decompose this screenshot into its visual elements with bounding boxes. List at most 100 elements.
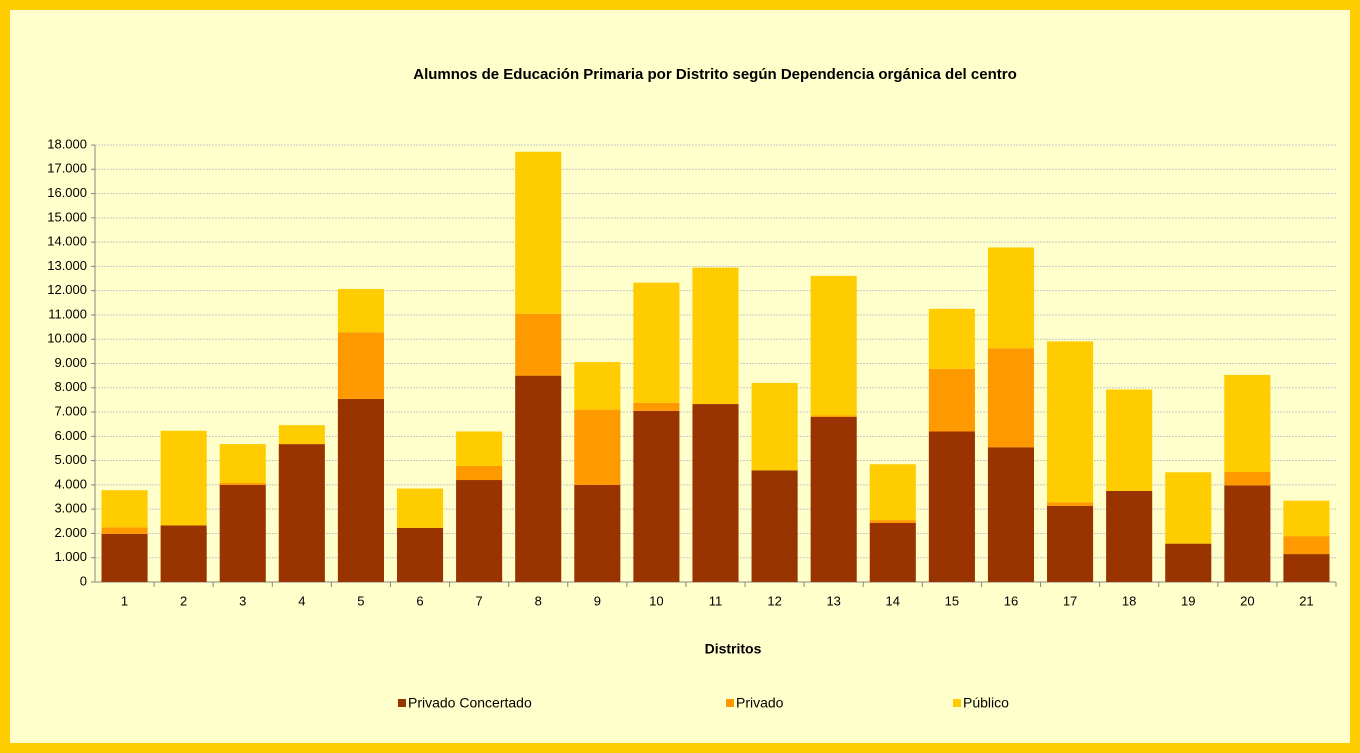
bar-segment: [278, 444, 325, 582]
bar-segment: [692, 267, 739, 405]
x-tick-label: 11: [709, 593, 723, 608]
y-tick-label: 14.000: [47, 234, 87, 249]
x-axis-title: Distritos: [705, 641, 762, 657]
bar-segment: [515, 151, 562, 314]
y-tick-label: 12.000: [47, 282, 87, 297]
bar-segment: [633, 410, 680, 582]
y-tick-label: 16.000: [47, 185, 87, 200]
bar-segment: [160, 430, 207, 526]
bar-segment: [160, 525, 207, 582]
y-tick-label: 15.000: [47, 209, 87, 224]
bar-segment: [1047, 502, 1094, 507]
bar-segment: [1106, 490, 1153, 582]
bar-segment: [515, 375, 562, 582]
x-tick-label: 21: [1299, 593, 1313, 608]
y-tick-label: 7.000: [54, 403, 87, 418]
x-tick-label: 10: [649, 593, 663, 608]
bar-segment: [219, 482, 266, 485]
bar-segment: [396, 488, 444, 528]
bar-segment: [1165, 472, 1212, 544]
bar-segment: [810, 415, 857, 417]
legend-swatch: [398, 699, 406, 707]
bar-segment: [337, 332, 384, 399]
chart-title: Alumnos de Educación Primaria por Distri…: [413, 66, 1016, 83]
bar-segment: [1106, 389, 1153, 491]
bar-segment: [928, 431, 975, 582]
bar-segment: [219, 444, 266, 483]
bar-segment: [337, 398, 384, 582]
bar-segment: [574, 409, 621, 485]
x-tick-label: 12: [767, 593, 781, 608]
bar-segment: [574, 484, 621, 582]
bar-segment: [928, 368, 975, 432]
bar-segment: [1165, 543, 1212, 582]
bar-segment: [692, 404, 739, 582]
bar-segment: [633, 402, 680, 411]
bar-segment: [810, 275, 857, 416]
x-tick-label: 4: [298, 593, 305, 608]
bar-segment: [1283, 554, 1330, 582]
bar-segment: [1047, 506, 1094, 582]
bar-segment: [396, 527, 444, 582]
x-tick-label: 2: [180, 593, 187, 608]
bar-segment: [869, 523, 916, 582]
bar-segment: [1283, 536, 1330, 555]
bar-segment: [574, 362, 621, 410]
y-tick-label: 3.000: [54, 501, 87, 516]
bar-segment: [337, 288, 384, 333]
y-tick-label: 0: [80, 573, 87, 588]
x-tick-label: 16: [1004, 593, 1018, 608]
x-tick-label: 7: [476, 593, 483, 608]
y-tick-label: 4.000: [54, 476, 87, 491]
x-tick-label: 19: [1181, 593, 1195, 608]
legend-swatch: [953, 699, 961, 707]
x-tick-label: 9: [594, 593, 601, 608]
bar-segment: [1224, 374, 1271, 473]
y-tick-label: 2.000: [54, 525, 87, 540]
x-tick-label: 15: [945, 593, 959, 608]
x-tick-label: 6: [416, 593, 423, 608]
bar-segment: [219, 484, 266, 582]
y-tick-label: 17.000: [47, 161, 87, 176]
bar-segment: [751, 470, 798, 582]
bar-segment: [987, 348, 1035, 448]
bar-segment: [456, 465, 503, 481]
bar-segment: [928, 308, 975, 369]
x-tick-label: 17: [1063, 593, 1077, 608]
y-tick-label: 13.000: [47, 258, 87, 273]
y-tick-label: 8.000: [54, 379, 87, 394]
bar-segment: [810, 416, 857, 582]
bar-segment: [869, 520, 916, 524]
bar-segment: [101, 533, 148, 582]
bar-segment: [987, 247, 1035, 349]
bar-segment: [101, 490, 148, 528]
legend-label: Privado: [736, 695, 784, 711]
bar-segment: [278, 425, 325, 445]
y-tick-label: 9.000: [54, 355, 87, 370]
bar-segment: [1224, 472, 1271, 486]
bar-segment: [456, 480, 503, 582]
x-tick-label: 20: [1240, 593, 1254, 608]
y-tick-label: 11.000: [48, 306, 87, 321]
y-tick-label: 6.000: [54, 428, 87, 443]
legend-label: Privado Concertado: [408, 695, 532, 711]
y-tick-label: 5.000: [54, 452, 87, 467]
bar-segment: [101, 527, 148, 534]
x-tick-label: 1: [121, 593, 128, 608]
y-tick-label: 18.000: [47, 136, 87, 151]
bar-segment: [1224, 485, 1271, 582]
x-tick-label: 18: [1122, 593, 1136, 608]
legend-swatch: [726, 699, 734, 707]
x-tick-label: 14: [886, 593, 900, 608]
bar-segment: [869, 464, 916, 521]
bar-segment: [1283, 500, 1330, 537]
legend-label: Público: [963, 695, 1009, 711]
x-tick-label: 13: [826, 593, 840, 608]
bar-segment: [751, 382, 798, 471]
x-tick-label: 3: [239, 593, 246, 608]
y-tick-label: 1.000: [54, 549, 87, 564]
bar-segment: [1047, 341, 1094, 503]
